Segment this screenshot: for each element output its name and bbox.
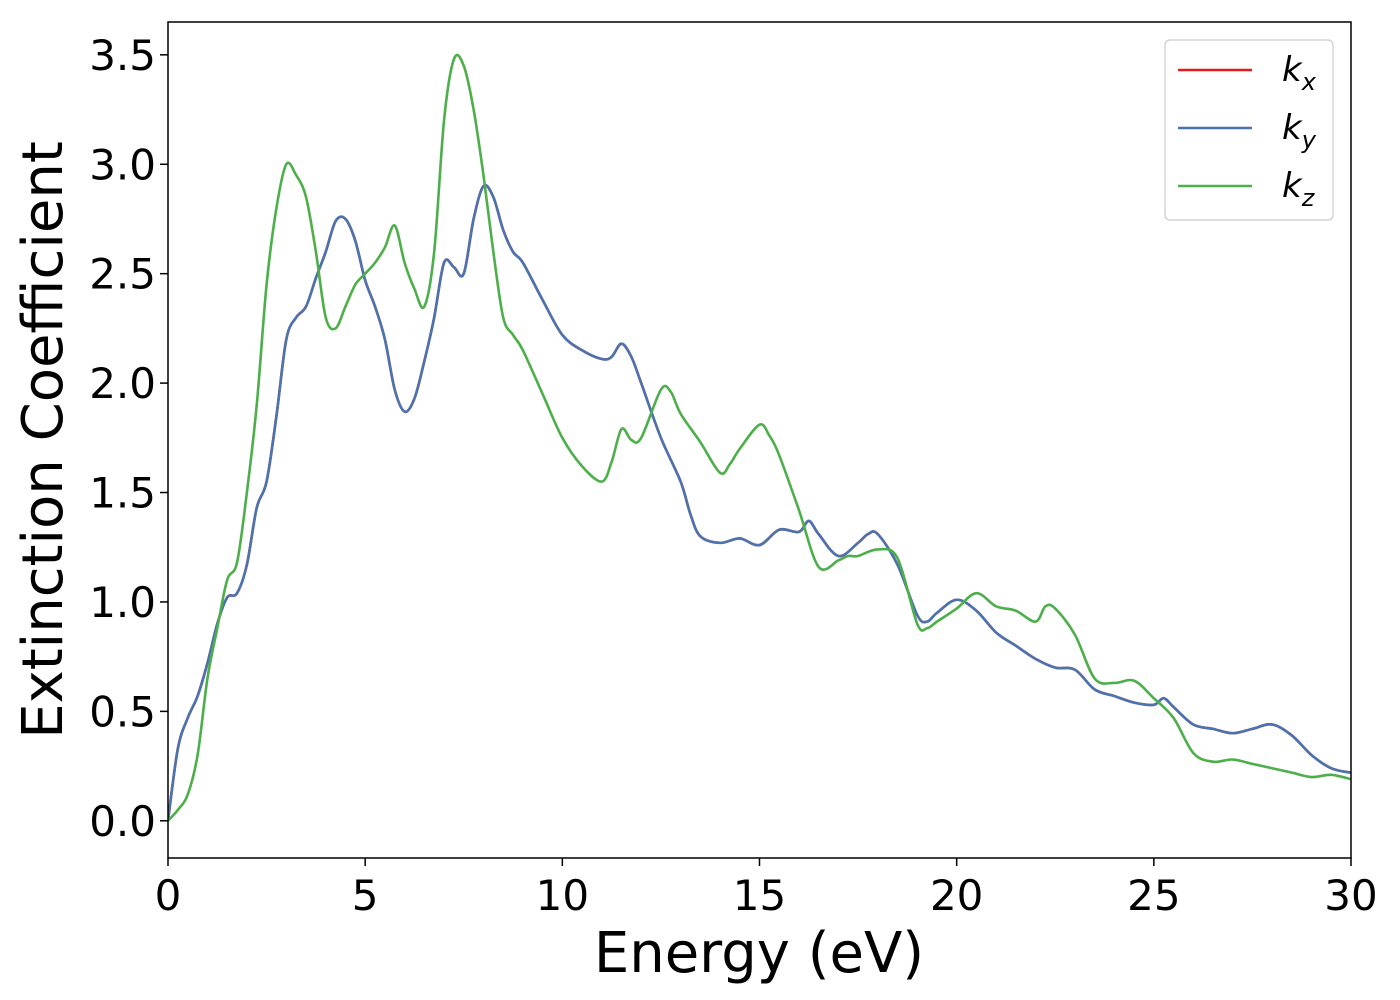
x-tick-label: 10: [536, 871, 589, 920]
x-tick-label: 15: [733, 871, 786, 920]
y-tick-label: 0.0: [89, 797, 156, 846]
y-axis-label: Extinction Coefficient: [11, 141, 76, 739]
y-tick-label: 2.5: [89, 250, 156, 299]
y-tick-label: 0.5: [89, 687, 156, 736]
legend-label-ky: ky: [1282, 108, 1317, 154]
y-axis: 0.0 0.5 1.0 1.5 2.0 2.5 3.0 3.5: [89, 31, 168, 846]
y-tick-label: 3.5: [89, 31, 156, 80]
x-tick-label: 0: [155, 871, 182, 920]
legend-label-kx: kx: [1282, 50, 1317, 96]
y-tick-label: 1.0: [89, 578, 156, 627]
x-tick-label: 5: [352, 871, 379, 920]
x-tick-label: 25: [1127, 871, 1180, 920]
series-group: [168, 53, 1351, 822]
x-axis-label: Energy (eV): [594, 921, 924, 986]
y-tick-label: 3.0: [89, 140, 156, 189]
series-line-kz: [168, 53, 1351, 822]
legend-box: [1164, 39, 1334, 221]
y-tick-label: 1.5: [89, 469, 156, 518]
x-axis: 0 5 10 15 20 25 30: [155, 858, 1378, 920]
legend: kx ky kz: [1164, 39, 1334, 221]
series-line-ky: [168, 183, 1351, 821]
y-tick-label: 2.0: [89, 359, 156, 408]
series-line-kx: [168, 183, 1351, 821]
x-tick-label: 30: [1324, 871, 1377, 920]
x-tick-label: 20: [930, 871, 983, 920]
legend-label-kz: kz: [1282, 166, 1316, 212]
